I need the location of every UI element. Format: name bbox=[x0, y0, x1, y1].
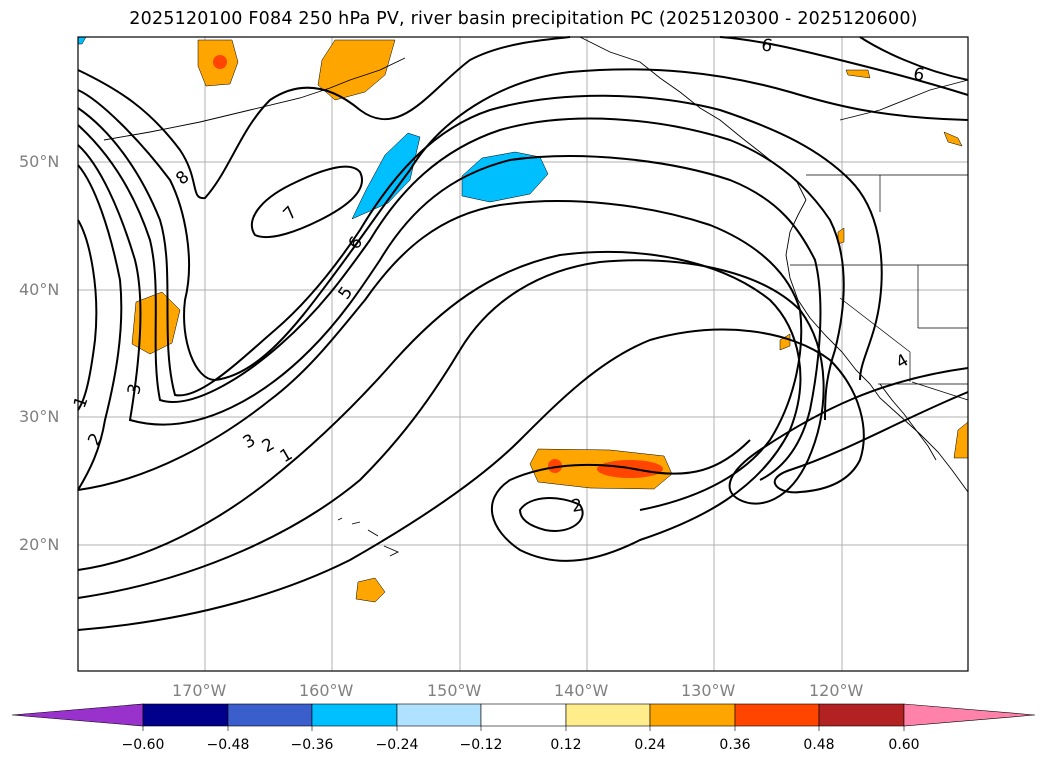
colorbar-segment bbox=[311, 703, 398, 727]
lon-label: 140°W bbox=[554, 681, 609, 700]
contour-line bbox=[77, 117, 845, 421]
colorbar-tick-label: −0.48 bbox=[206, 737, 250, 753]
colorbar-tick-label: −0.24 bbox=[375, 737, 419, 753]
map-frame bbox=[77, 36, 969, 672]
lat-label: 20°N bbox=[19, 535, 60, 554]
contour-label: 2 bbox=[570, 495, 584, 517]
colorbar-segment bbox=[227, 703, 313, 727]
contour-line bbox=[859, 36, 969, 81]
colorbar-extend-high bbox=[903, 703, 1036, 727]
lat-label: 30°N bbox=[19, 407, 60, 426]
lon-label: 120°W bbox=[809, 681, 864, 700]
positive-anomaly-area bbox=[953, 421, 969, 459]
contour-label: 2 bbox=[84, 430, 107, 449]
contour-label: 5 bbox=[335, 283, 358, 303]
contour-label: 6 bbox=[912, 64, 926, 86]
contour-line bbox=[719, 36, 969, 96]
contour-line bbox=[77, 164, 123, 491]
lon-label: 170°W bbox=[172, 681, 227, 700]
contour-line bbox=[77, 68, 969, 382]
pv-contours bbox=[77, 36, 969, 631]
positive-anomaly-area bbox=[355, 577, 386, 603]
contour-line bbox=[77, 200, 803, 511]
contour-line bbox=[518, 497, 584, 532]
coastlines bbox=[103, 36, 969, 557]
lon-label: 150°W bbox=[427, 681, 482, 700]
positive-anomaly-area bbox=[943, 131, 963, 147]
positive-anomaly-core bbox=[213, 55, 227, 69]
negative-anomaly-area bbox=[77, 36, 87, 45]
colorbar-segment bbox=[565, 703, 651, 727]
lon-label: 160°W bbox=[299, 681, 354, 700]
colorbar-segment bbox=[734, 703, 820, 727]
negative-anomaly-area bbox=[461, 151, 549, 203]
colorbar-tick-label: 0.48 bbox=[803, 737, 835, 753]
contour-label: 3 bbox=[124, 382, 146, 396]
colorbar-tick-label: 0.12 bbox=[550, 737, 582, 753]
negative-anomaly-area bbox=[351, 132, 421, 220]
contour-line bbox=[77, 94, 883, 397]
positive-anomaly-core bbox=[548, 459, 562, 473]
colorbar-segment bbox=[480, 703, 567, 727]
contour-label: 4 bbox=[893, 350, 912, 373]
lat-label: 40°N bbox=[19, 280, 60, 299]
contour-label: 1 bbox=[277, 444, 296, 467]
contour-label: 6 bbox=[760, 35, 774, 57]
colorbar bbox=[11, 703, 1036, 731]
colorbar-tick-label: −0.12 bbox=[459, 737, 503, 753]
colorbar-extend-low bbox=[11, 703, 144, 727]
contour-line bbox=[77, 144, 822, 481]
contour-line bbox=[77, 251, 802, 571]
lat-label: 50°N bbox=[19, 152, 60, 171]
colorbar-tick-label: 0.24 bbox=[634, 737, 666, 753]
colorbar-segment bbox=[649, 703, 736, 727]
map-title: 2025120100 F084 250 hPa PV, river basin … bbox=[129, 9, 918, 29]
colorbar-segment bbox=[142, 703, 229, 727]
colorbar-tick-label: 0.60 bbox=[888, 737, 920, 753]
colorbar-segment bbox=[818, 703, 905, 727]
contour-label: 3 bbox=[240, 430, 259, 453]
colorbar-tick-label: −0.60 bbox=[121, 737, 165, 753]
lon-label: 130°W bbox=[681, 681, 736, 700]
colorbar-tick-label: −0.36 bbox=[290, 737, 334, 753]
contour-line bbox=[77, 259, 969, 599]
contour-line bbox=[250, 165, 363, 239]
contour-line bbox=[77, 328, 969, 631]
contour-label: 2 bbox=[259, 434, 278, 457]
positive-anomaly-area bbox=[845, 69, 871, 79]
contour-label: 1 bbox=[70, 394, 92, 411]
colorbar-tick-label: 0.36 bbox=[719, 737, 751, 753]
colorbar-segment bbox=[396, 703, 482, 727]
contour-line bbox=[77, 36, 571, 200]
contour-label: 7 bbox=[280, 203, 302, 225]
contour-line bbox=[77, 219, 98, 411]
